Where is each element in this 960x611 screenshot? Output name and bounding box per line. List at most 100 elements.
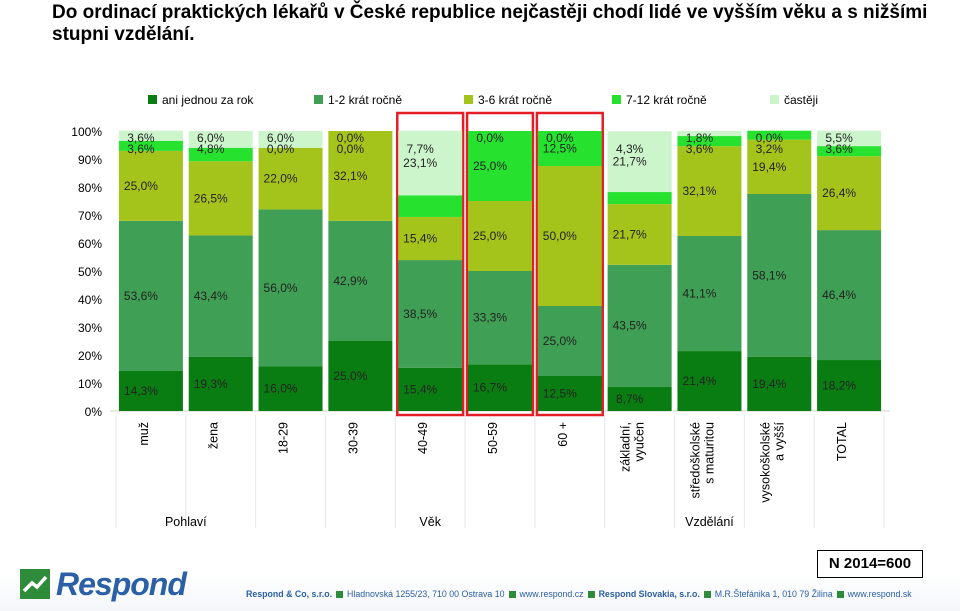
x-tick-label-line: 30-39 <box>346 422 360 454</box>
bars <box>118 130 882 411</box>
x-tick-label: TOTAL <box>835 422 849 461</box>
value-label: 1,8% <box>686 131 714 145</box>
value-label: 23,1% <box>403 156 437 170</box>
bar-segment <box>398 195 463 217</box>
legend-swatch <box>770 95 779 104</box>
bar-segment <box>468 271 532 365</box>
footer-web-cz[interactable]: www.respond.cz <box>519 589 584 599</box>
x-tick-label: žena <box>207 422 221 449</box>
value-label: 38,5% <box>403 307 437 321</box>
y-tick-label: 90% <box>78 153 102 167</box>
value-label: 21,7% <box>613 227 647 241</box>
y-tick-label: 30% <box>78 321 102 335</box>
x-tick-label: 50-59 <box>486 422 500 454</box>
y-tick-label: 0% <box>85 405 103 419</box>
value-label: 19,4% <box>752 160 786 174</box>
bar-segment <box>537 166 602 306</box>
bar-segment <box>258 131 323 148</box>
value-label: 12,5% <box>543 142 577 156</box>
legend-swatch <box>314 95 323 104</box>
bar-segment <box>817 156 882 231</box>
bar-segment <box>817 130 882 147</box>
value-label: 3,6% <box>127 131 155 145</box>
bar-segment <box>677 351 742 411</box>
value-label: 56,0% <box>264 281 298 295</box>
value-label: 0,0% <box>337 131 365 145</box>
bar-segment <box>607 192 672 205</box>
x-axis: muž žena 18-29 30-39 40-49 50-59 60 + základní,… <box>115 415 885 529</box>
y-axis: 0% 10% 20% 30% 40% 50% 60% 70% 80% 90% 100% <box>71 125 102 419</box>
group-label: Vzdělání <box>685 515 734 529</box>
bar-segment <box>677 236 742 352</box>
footer-address-sk: M.R.Štefánika 1, 010 79 Žilina <box>714 589 833 599</box>
value-label: 0,0% <box>267 142 295 156</box>
bar-segment <box>398 216 463 261</box>
value-label: 19,3% <box>194 377 228 391</box>
legend-label: 1-2 krát ročně <box>328 93 402 107</box>
bar-segment <box>677 146 742 236</box>
bar-segment <box>328 220 393 341</box>
x-tick-label-line: žena <box>207 422 221 449</box>
value-label: 25,0% <box>543 334 577 348</box>
value-label: 6,0% <box>197 131 225 145</box>
value-label: 18,2% <box>822 379 856 393</box>
x-tick-label-line: 18-29 <box>277 422 291 454</box>
legend-label: 3-6 krát ročně <box>478 93 552 107</box>
x-tick-label: středoškolské s maturitou <box>688 422 716 498</box>
logo-text: Respond <box>56 565 187 602</box>
footer-address-cz: Hladnovská 1255/23, 710 00 Ostrava 10 <box>347 589 505 599</box>
bar-segment <box>118 370 183 411</box>
x-tick-label: vysokoškolské a vyšší <box>758 421 786 502</box>
x-tick-label-line: 60 + <box>556 422 570 447</box>
value-label: 0,0% <box>546 131 574 145</box>
x-tick-label-line: muž <box>137 422 151 446</box>
y-tick-label: 80% <box>78 181 102 195</box>
bar-segment <box>118 220 183 371</box>
x-tick-label-line: TOTAL <box>835 422 849 461</box>
footer-company-cz: Respond & Co, s.r.o. <box>246 589 333 599</box>
highlight-frame <box>535 111 604 417</box>
x-tick-label-line: 40-49 <box>416 422 430 454</box>
bar-segment <box>817 230 882 361</box>
value-label: 46,4% <box>822 288 856 302</box>
y-tick-label: 70% <box>78 209 102 223</box>
highlight-frame <box>396 111 465 417</box>
bar-segment <box>817 146 882 157</box>
bar-segment <box>188 161 253 236</box>
bullet-icon <box>836 590 844 598</box>
x-tick-label-line: středoškolské <box>688 422 702 498</box>
value-label: 32,1% <box>682 184 716 198</box>
value-label: 50,0% <box>543 229 577 243</box>
legend-label: 7-12 krát ročně <box>626 93 707 107</box>
value-label: 26,4% <box>822 186 856 200</box>
footer-web-sk[interactable]: www.respond.sk <box>847 589 912 599</box>
bar-segment <box>607 386 672 411</box>
value-label: 14,3% <box>124 384 158 398</box>
value-label: 5,5% <box>825 131 853 145</box>
value-label: 33,3% <box>473 311 507 325</box>
value-label: 12,5% <box>543 387 577 401</box>
x-tick-label: 60 + <box>556 422 570 447</box>
x-tick-label: 40-49 <box>416 422 430 454</box>
bar-segment <box>188 147 253 162</box>
bar-segment <box>537 306 602 376</box>
y-tick-label: 10% <box>78 377 102 391</box>
bar-segment <box>258 209 323 367</box>
value-label: 25,0% <box>473 229 507 243</box>
value-label: 25,0% <box>473 159 507 173</box>
bar-segment <box>118 150 183 221</box>
bar-segment <box>258 366 323 411</box>
sample-size-label: N 2014=600 <box>817 550 923 578</box>
bullet-icon <box>508 590 516 598</box>
value-label: 4,3% <box>616 142 644 156</box>
value-label: 25,0% <box>124 179 158 193</box>
highlight-frame <box>465 111 535 417</box>
value-label: 32,1% <box>333 169 367 183</box>
legend-swatch <box>464 95 473 104</box>
group-label: Pohlaví <box>165 515 207 529</box>
bar-segment <box>328 341 393 411</box>
value-label: 41,1% <box>682 287 716 301</box>
value-label: 15,4% <box>403 232 437 246</box>
legend: ani jednou za rok 1-2 krát ročně 3-6 krát … <box>148 93 818 107</box>
bar-segment <box>677 136 742 147</box>
